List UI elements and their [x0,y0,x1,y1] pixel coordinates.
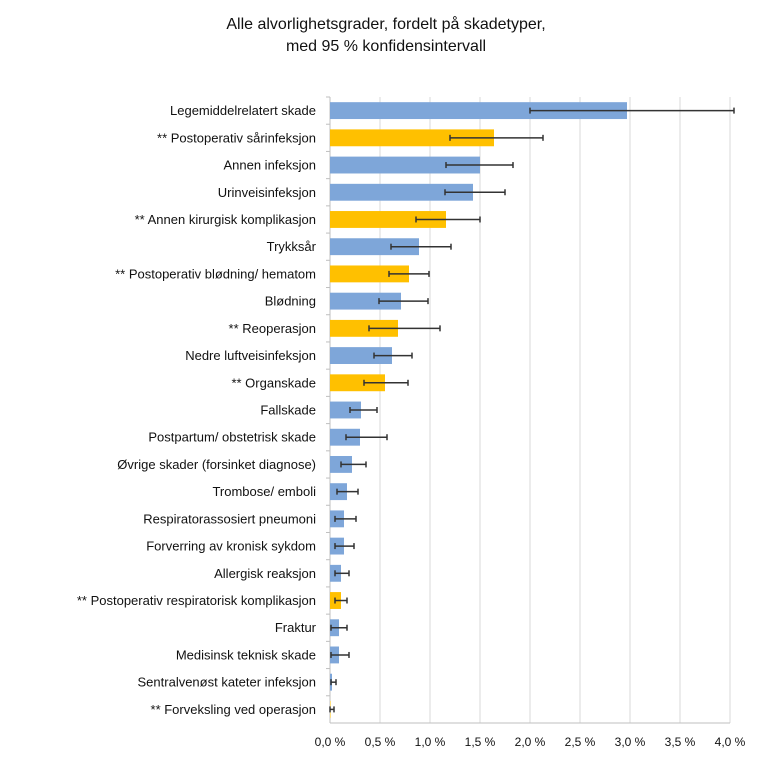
category-label: ** Annen kirurgisk komplikasjon [135,212,316,227]
category-label: Fallskade [260,403,316,418]
category-label: Fraktur [275,620,317,635]
title-line-2: med 95 % konfidensintervall [285,38,487,55]
x-tick-label: 1,5 % [465,735,496,749]
category-label: Øvrige skader (forsinket diagnose) [117,457,316,472]
category-label: Allergisk reaksjon [214,566,316,581]
category-label: Sentralvenøst kateter infeksjon [138,675,316,690]
category-label: ** Forveksling ved operasjon [151,702,316,717]
category-label: Legemiddelrelatert skade [170,103,316,118]
x-tick-label: 1,0 % [415,735,446,749]
category-label: ** Postoperativ sårinfeksjon [157,130,316,145]
x-tick-label: 2,5 % [565,735,596,749]
category-label: ** Postoperativ blødning/ hematom [115,266,316,281]
category-label: ** Organskade [231,375,316,390]
bar [330,292,401,310]
category-label: Respiratorassosiert pneumoni [143,511,316,526]
category-label: Forverring av kronisk sykdom [146,539,316,554]
category-label: Annen infeksjon [223,158,316,173]
x-tick-label: 0,5 % [365,735,396,749]
x-tick-label: 3,0 % [615,735,646,749]
category-label: Postpartum/ obstetrisk skade [148,430,316,445]
title-line-1: Alle alvorlighetsgrader, fordelt på skad… [226,16,546,33]
category-label: ** Postoperativ respiratorisk komplikasj… [77,593,316,608]
bar [330,183,473,201]
chart-title: Alle alvorlighetsgrader, fordelt på skad… [0,14,768,58]
category-label: ** Reoperasjon [229,321,316,336]
x-tick-label: 2,0 % [515,735,546,749]
x-tick-label: 4,0 % [715,735,746,749]
category-label: Nedre luftveisinfeksjon [185,348,316,363]
x-tick-label: 0,0 % [315,735,346,749]
category-label: Urinveisinfeksjon [218,185,316,200]
category-label: Medisinsk teknisk skade [176,647,316,662]
bar [330,428,360,446]
bar [330,211,446,228]
bar [330,238,419,256]
bar [330,401,361,419]
category-label: Trykksår [267,239,317,254]
bar [330,319,398,337]
bar [330,102,627,120]
category-label: Blødning [265,294,316,309]
category-label: Trombose/ emboli [212,484,316,499]
bar [330,156,480,174]
x-tick-label: 3,5 % [665,735,696,749]
bar [330,374,385,392]
bar [330,129,494,147]
bar [330,347,392,365]
bar [330,265,409,283]
